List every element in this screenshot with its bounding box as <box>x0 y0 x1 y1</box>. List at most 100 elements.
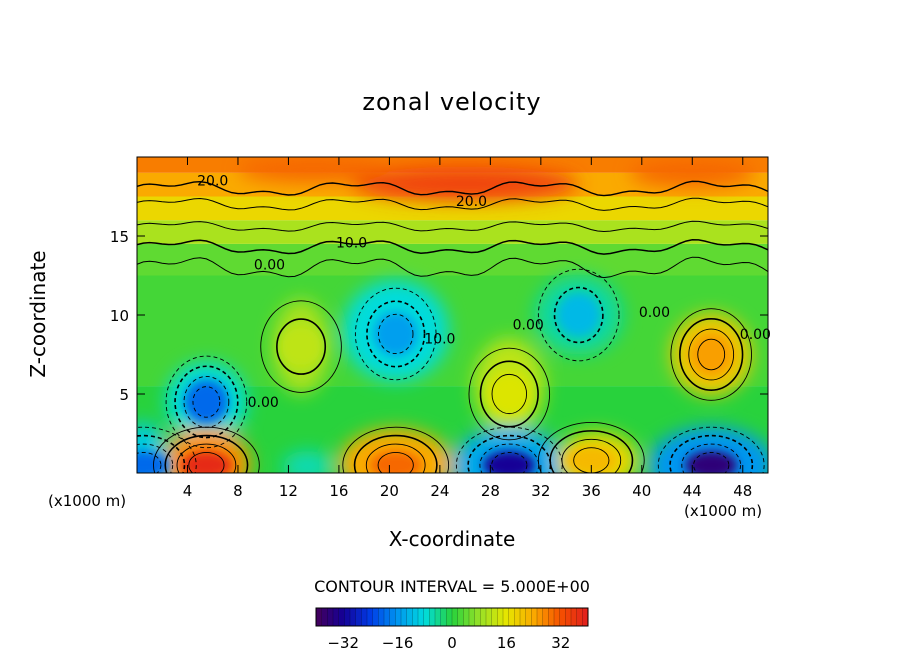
contour-label-0: 20.0 <box>197 174 228 190</box>
x-unit-label-right: (x1000 m) <box>684 502 763 520</box>
colorbar-cell-6 <box>350 608 356 626</box>
colorbar-cell-25 <box>457 608 464 626</box>
colorbar-cell-24 <box>452 608 458 626</box>
contour-upper-3 <box>137 220 768 233</box>
colorbar-cell-4 <box>338 608 345 626</box>
colorbar-cell-10 <box>372 608 379 626</box>
contour-6-1 <box>164 434 249 473</box>
x-axis-ticks: 4 8 12 16 20 24 28 32 36 40 44 48 <box>183 157 752 500</box>
colorbar-cell-17 <box>412 608 419 626</box>
colorbar-cell-0 <box>316 608 322 626</box>
colorbar-cell-46 <box>576 608 583 626</box>
field-band-1 <box>137 275 768 387</box>
colorbar-cell-26 <box>463 608 470 626</box>
colorbar-cell-36 <box>520 608 526 626</box>
colorbar-tick-label-4: 32 <box>551 634 570 652</box>
field-extremum-9 <box>565 446 618 473</box>
contour-10-2 <box>681 443 742 473</box>
x-tick-label-0: 4 <box>183 482 193 500</box>
colorbar-cell-29 <box>480 608 487 626</box>
field-extremum-5 <box>689 332 734 377</box>
contour-9-0 <box>537 422 645 473</box>
contour-11-2 <box>137 443 174 473</box>
contour-6-0 <box>153 426 260 473</box>
colorbar-cell-9 <box>367 608 373 626</box>
contour-label-5: 0.00 <box>513 317 544 333</box>
field-extremum-4 <box>487 372 532 416</box>
contour-labels: 20.0 20.0 10.0 0.00 10.0 0.00 0.00 0.00 0.00 <box>197 174 771 411</box>
colorbar-cell-18 <box>418 608 424 626</box>
x-tick-label-3: 16 <box>329 482 348 500</box>
colorbar-tick-label-3: 16 <box>497 634 516 652</box>
colorbar-cell-45 <box>571 608 577 626</box>
field-extremum-8 <box>483 451 536 473</box>
contour-6-2 <box>176 443 237 473</box>
field-region-11 <box>452 427 566 473</box>
contour-5-3 <box>697 338 726 371</box>
contour-7-3 <box>377 452 414 473</box>
colorbar-cell-39 <box>537 608 543 626</box>
x-unit-label-left: (x1000 m) <box>48 492 127 510</box>
colorbar-cell-35 <box>514 608 521 626</box>
x-tick-label-6: 28 <box>481 482 500 500</box>
contour-11-3 <box>137 452 162 473</box>
colorbar-cell-33 <box>503 608 509 626</box>
contour-upper-1 <box>137 180 768 197</box>
colorbar-cell-14 <box>395 608 402 626</box>
field-extremum-2 <box>556 293 601 337</box>
contour-9-1 <box>549 430 634 473</box>
colorbar-cell-40 <box>542 608 549 626</box>
contour-0-1 <box>174 365 239 439</box>
contour-6-3 <box>188 452 225 473</box>
colorbar-cell-31 <box>491 608 498 626</box>
colorbar-cell-19 <box>423 608 430 626</box>
contour-upper-4 <box>137 239 768 255</box>
x-tick-label-2: 12 <box>279 482 298 500</box>
colorbar-cell-47 <box>582 608 589 626</box>
colorbar-cell-11 <box>378 608 385 626</box>
colorbar-cell-30 <box>486 608 492 626</box>
contour-7-0 <box>342 426 450 473</box>
contour-0-0 <box>165 355 248 449</box>
colorbar-cell-1 <box>321 608 328 626</box>
colorbar-cell-27 <box>469 608 475 626</box>
contour-label-7: 0.00 <box>740 327 771 343</box>
contour-10-3 <box>693 452 730 473</box>
field-extremum-0 <box>184 379 229 424</box>
y-tick-label-2: 15 <box>110 228 129 246</box>
contour-1-0 <box>354 287 437 381</box>
colorbar-cell-8 <box>361 608 368 626</box>
colorbar-cell-23 <box>446 608 453 626</box>
x-tick-label-1: 8 <box>233 482 243 500</box>
x-tick-label-4: 20 <box>380 482 399 500</box>
colorbar-cell-13 <box>389 608 396 626</box>
field-region-10 <box>339 428 453 473</box>
y-tick-label-1: 10 <box>110 307 129 325</box>
y-tick-label-0: 5 <box>119 386 129 404</box>
colorbar-cell-12 <box>384 608 390 626</box>
contour-1-1 <box>366 300 426 368</box>
contour-8-3 <box>491 452 528 473</box>
colorbar-cell-38 <box>531 608 538 626</box>
field-extremum-7 <box>369 451 422 473</box>
contour-4-2 <box>491 373 528 415</box>
field-extremum-1 <box>373 311 418 356</box>
velocity-field <box>137 157 768 473</box>
contour-5-0 <box>670 308 752 401</box>
contour-3-1 <box>276 318 327 375</box>
x-tick-label-8: 36 <box>582 482 601 500</box>
colorbar-cell-32 <box>497 608 504 626</box>
colorbar-cell-15 <box>401 608 407 626</box>
colorbar-tick-label-0: −32 <box>327 634 359 652</box>
x-tick-label-10: 44 <box>683 482 702 500</box>
contour-label-1: 20.0 <box>456 194 487 210</box>
colorbar-cell-22 <box>440 608 447 626</box>
contour-8-0 <box>455 426 563 473</box>
colorbar-cell-21 <box>435 608 441 626</box>
field-band-2 <box>137 243 768 276</box>
contour-interval-text: CONTOUR INTERVAL = 5.000E+00 <box>314 577 590 596</box>
colorbar-cell-42 <box>554 608 560 626</box>
colorbar: −32 −16 0 16 32 <box>315 607 589 652</box>
chart-title: zonal velocity <box>362 88 542 116</box>
